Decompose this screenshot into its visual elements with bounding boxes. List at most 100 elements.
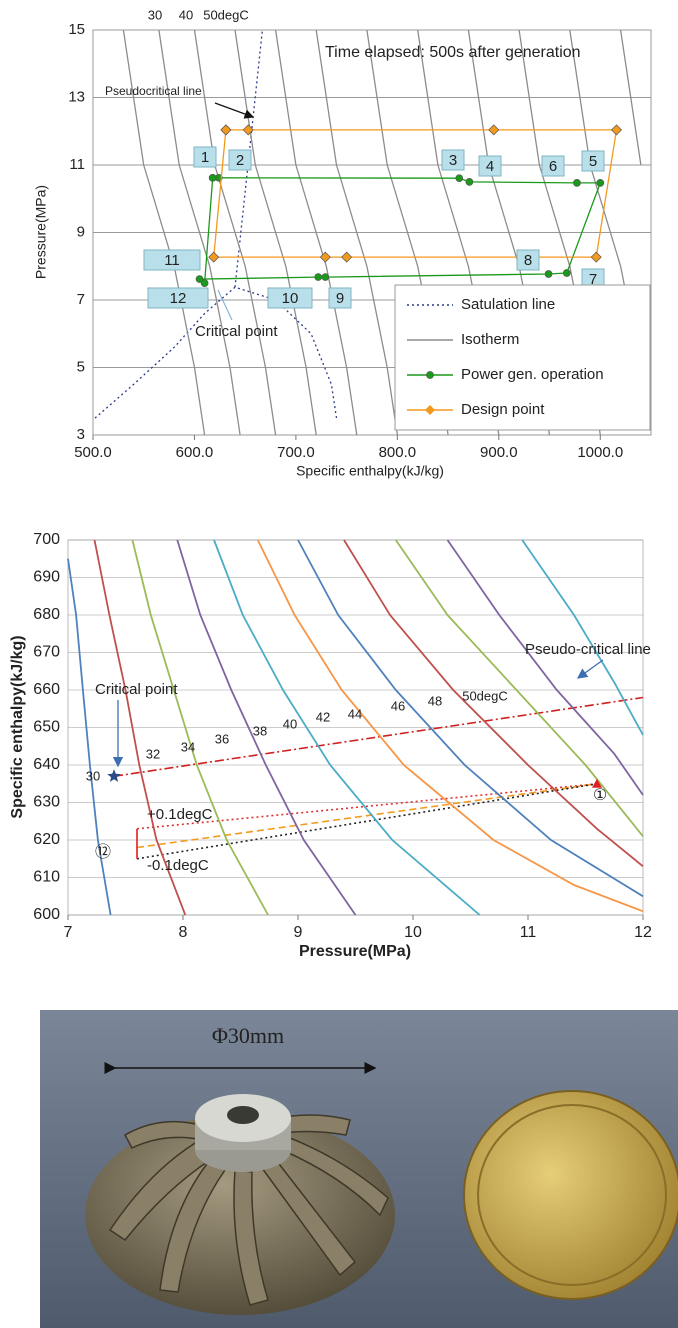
series-line — [93, 539, 187, 916]
point-label-box — [193, 146, 217, 168]
series-line — [446, 539, 644, 796]
coin — [463, 1090, 678, 1300]
x-tick-label: 900.0 — [480, 444, 518, 461]
series-label: 46 — [391, 698, 405, 713]
point-label: 1 — [201, 149, 209, 166]
y-tick-label: 3 — [77, 426, 85, 443]
y-tick-label: 9 — [77, 223, 85, 240]
y-tick-label: 11 — [69, 156, 85, 173]
point-label-box — [478, 155, 502, 177]
x-tick-label: 8 — [179, 924, 188, 941]
series-label: 32 — [146, 746, 160, 761]
photo-caption: Φ30mm — [212, 1023, 284, 1048]
data-point — [314, 273, 323, 281]
point-label: 9 — [336, 290, 344, 307]
data-point — [544, 270, 553, 278]
x-tick-label: 600.0 — [176, 444, 214, 461]
y-tick-label: 7 — [77, 291, 85, 308]
series-line — [343, 539, 644, 867]
annotation: Critical point — [195, 323, 278, 340]
series-label: 44 — [348, 706, 362, 721]
legend-label: Isotherm — [461, 331, 519, 348]
point-label: 3 — [449, 152, 457, 169]
annotation: Pseudocritical line — [105, 84, 202, 98]
x-tick-label: 11 — [520, 924, 537, 941]
point-label: 6 — [549, 158, 557, 175]
series-label: 40 — [283, 716, 297, 731]
point-label: 4 — [486, 158, 494, 175]
data-point — [321, 273, 330, 281]
x-tick-label: 7 — [64, 924, 73, 941]
point-label-box — [328, 287, 352, 309]
point-label: 2 — [236, 152, 244, 169]
x-axis-title: Pressure(MPa) — [299, 943, 411, 960]
legend-marker — [426, 371, 434, 379]
data-point — [220, 124, 232, 136]
data-point — [195, 275, 204, 283]
y-axis-title: Pressure(MPa) — [33, 185, 49, 279]
y-axis-title: Specific enthalpy(kJ/kg) — [9, 635, 26, 818]
series-label: 30 — [86, 768, 100, 783]
point-label-box — [143, 249, 201, 271]
point-label: 7 — [589, 271, 597, 288]
y-tick-label: 680 — [33, 606, 60, 623]
data-point — [465, 178, 474, 186]
data-point — [573, 179, 581, 187]
series-line — [395, 539, 644, 837]
legend-label: Satulation line — [461, 296, 555, 313]
data-point — [208, 173, 217, 182]
point-label-box — [267, 287, 313, 309]
data-point — [107, 769, 121, 782]
annotation: +0.1degC — [147, 806, 213, 823]
y-tick-label: 660 — [33, 681, 60, 698]
x-tick-label: 800.0 — [379, 444, 417, 461]
x-tick-label: 10 — [404, 924, 422, 941]
series-line — [94, 29, 338, 419]
point-label: 10 — [282, 290, 299, 307]
y-tick-label: 700 — [33, 531, 60, 548]
legend — [394, 284, 651, 431]
point-label: 8 — [524, 252, 532, 269]
y-tick-label: 650 — [33, 719, 60, 736]
point-label: 5 — [589, 153, 597, 170]
series-line — [176, 539, 357, 916]
legend-marker — [425, 405, 435, 415]
annotation: 50degC — [203, 7, 249, 22]
series-label: 42 — [316, 709, 330, 724]
x-tick-label: 12 — [634, 924, 652, 941]
x-tick-label: 1000.0 — [577, 444, 623, 461]
x-tick-label: 700.0 — [277, 444, 315, 461]
point-label: 11 — [164, 252, 180, 269]
data-point — [455, 174, 464, 183]
y-tick-label: 15 — [68, 21, 85, 38]
reference-line — [136, 783, 598, 849]
y-tick-label: 5 — [77, 358, 85, 375]
data-point — [592, 778, 602, 788]
point-label-box — [441, 149, 465, 171]
coin-rim — [477, 1104, 667, 1286]
series-line — [67, 558, 112, 916]
data-point — [242, 124, 254, 136]
x-tick-label: 500.0 — [74, 444, 112, 461]
legend-label: Power gen. operation — [461, 366, 604, 383]
annotation: -0.1degC — [147, 857, 209, 874]
series-label: 50degC — [462, 688, 508, 703]
data-point — [590, 251, 602, 263]
series-label: 34 — [181, 739, 195, 754]
data-point — [596, 179, 605, 187]
y-tick-label: 610 — [33, 869, 60, 886]
annotation: 30 — [148, 7, 162, 22]
point-label-box — [541, 155, 565, 177]
annotation-arrow — [214, 102, 255, 119]
impeller-blades — [108, 1114, 389, 1306]
point-label-box — [581, 150, 605, 172]
reference-line — [113, 696, 644, 778]
y-tick-label: 640 — [33, 756, 60, 773]
data-point — [319, 251, 331, 263]
point-label-box — [228, 149, 252, 171]
point-label-box — [147, 287, 209, 309]
point-label: 12 — [170, 290, 187, 307]
series-line — [213, 539, 481, 916]
series-label: 38 — [253, 723, 267, 738]
annotation: 40 — [179, 7, 193, 22]
